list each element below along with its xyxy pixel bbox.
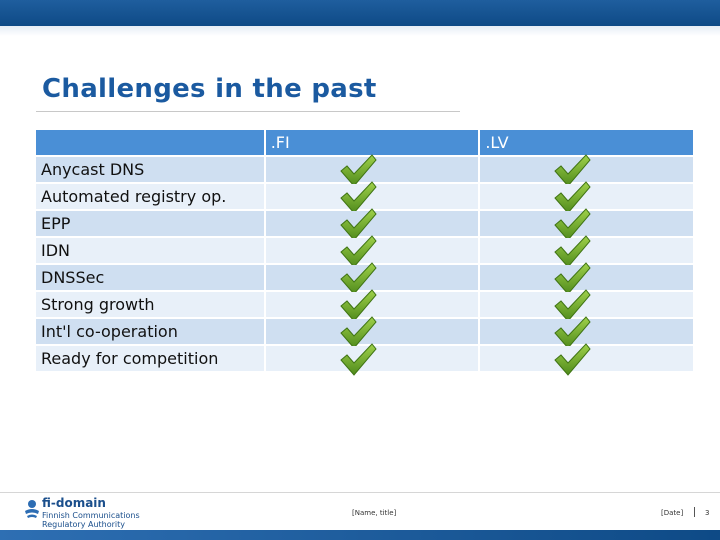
cell-lv — [480, 208, 693, 241]
cell-lv — [480, 181, 693, 214]
checkmark-icon — [552, 340, 592, 378]
cell-fi — [265, 208, 479, 241]
cell-lv — [480, 154, 693, 187]
cell-lv — [480, 235, 693, 268]
table-row: Int'l co-operation — [36, 316, 693, 349]
footer-date: [Date] — [661, 509, 684, 517]
table-row: EPP — [36, 208, 693, 241]
footer-page-number: 3 — [705, 509, 710, 517]
slide-title: Challenges in the past — [42, 74, 377, 104]
cell-lv — [480, 262, 693, 295]
table-row: IDN — [36, 235, 693, 268]
table-row: Ready for competition — [36, 343, 693, 376]
row-label: Ready for competition — [36, 346, 264, 371]
table-row: Automated registry op. — [36, 181, 693, 214]
row-label: Int'l co-operation — [36, 319, 264, 344]
table-row: Strong growth — [36, 289, 693, 322]
row-label: EPP — [36, 211, 264, 236]
footer-presenter: [Name, title] — [352, 509, 397, 517]
cell-fi — [265, 235, 479, 268]
footer-separator — [694, 507, 695, 517]
fi-domain-logo-icon — [25, 500, 39, 518]
checkmark-icon — [338, 340, 378, 378]
table-row: DNSSec — [36, 262, 693, 295]
logo-name: fi-domain — [42, 496, 106, 510]
footer-divider — [0, 492, 720, 493]
cell-lv — [480, 289, 693, 322]
table-row: Anycast DNS — [36, 154, 693, 187]
row-label: Anycast DNS — [36, 157, 264, 182]
row-label: DNSSec — [36, 265, 264, 290]
cell-fi — [265, 316, 479, 349]
logo-subtitle: Finnish Communications Regulatory Author… — [42, 511, 140, 529]
cell-fi — [265, 262, 479, 295]
logo-subtitle-line-1: Finnish Communications — [42, 511, 140, 520]
row-label: Automated registry op. — [36, 184, 264, 209]
cell-lv — [480, 316, 693, 349]
cell-fi — [265, 181, 479, 214]
row-label: Strong growth — [36, 292, 264, 317]
logo-subtitle-line-2: Regulatory Authority — [42, 520, 126, 529]
bottom-footer-band — [0, 530, 720, 540]
table-header-row: .FI .LV — [36, 130, 693, 155]
top-header-fade — [0, 26, 720, 36]
header-cell-lv: .LV — [480, 130, 693, 155]
cell-fi — [265, 343, 479, 376]
header-cell-fi: .FI — [265, 130, 479, 155]
cell-lv — [480, 343, 693, 376]
title-underline — [36, 111, 460, 112]
comparison-table: .FI .LV Anycast DNS Automated registry o… — [34, 128, 695, 376]
header-cell-label — [36, 130, 264, 155]
row-label: IDN — [36, 238, 264, 263]
fi-domain-logo: fi-domain Finnish Communications Regulat… — [22, 496, 152, 530]
cell-fi — [265, 289, 479, 322]
top-header-band — [0, 0, 720, 26]
